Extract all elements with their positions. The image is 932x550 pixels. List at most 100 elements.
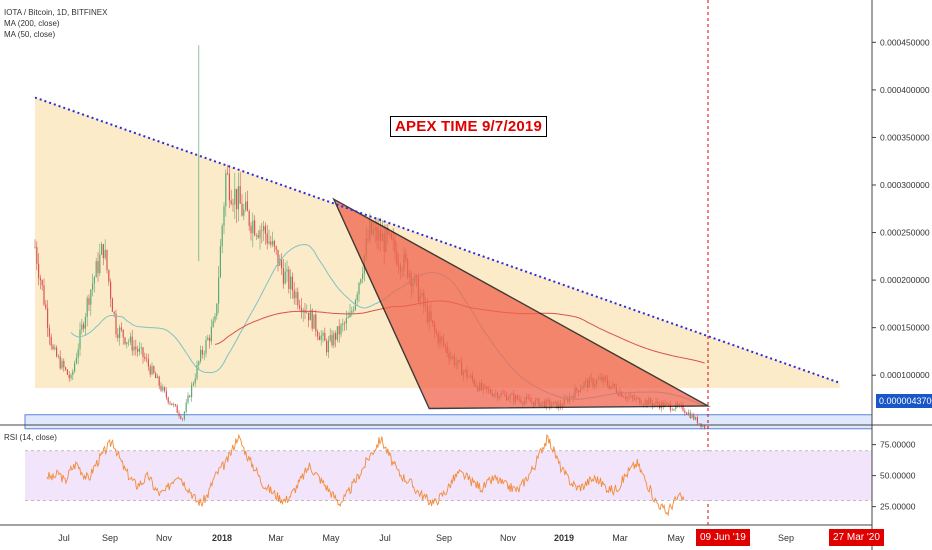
time-tick-label: May — [667, 533, 685, 543]
candle — [230, 189, 232, 206]
candle — [255, 232, 257, 241]
candle — [48, 324, 50, 345]
candle-body — [72, 371, 74, 376]
candle — [66, 369, 68, 376]
candle-body — [173, 404, 175, 406]
candle — [324, 327, 326, 341]
candle-body — [142, 347, 144, 357]
candle-body — [180, 415, 182, 419]
candle-body — [203, 353, 205, 355]
candle — [299, 299, 301, 311]
candle — [248, 209, 250, 231]
candle-body — [275, 246, 277, 250]
candle-body — [210, 326, 212, 342]
candle-body — [263, 226, 265, 231]
candle — [270, 235, 272, 248]
candle-body — [327, 340, 329, 353]
candle-body — [205, 340, 207, 354]
candle-body — [128, 341, 130, 343]
candle — [245, 192, 247, 212]
candle — [45, 299, 47, 311]
candle — [63, 358, 65, 372]
time-tick-label: Sep — [778, 533, 794, 543]
candle — [218, 265, 220, 314]
candle-body — [250, 225, 252, 234]
candle — [149, 364, 151, 378]
candle — [288, 266, 290, 294]
candle — [113, 310, 115, 318]
candle — [189, 394, 191, 398]
rsi-tick-label: 25.00000 — [880, 502, 916, 512]
candle-body — [266, 233, 268, 244]
candle — [104, 239, 106, 260]
candle-body — [88, 298, 90, 305]
candle-body — [137, 349, 139, 352]
candle-body — [273, 240, 275, 247]
candle — [178, 410, 180, 419]
candle — [268, 229, 270, 245]
candle-body — [255, 235, 257, 236]
candle-body — [36, 247, 38, 264]
time-tick-label: Sep — [102, 533, 118, 543]
main-price-pane — [24, 0, 873, 528]
candle-body — [261, 230, 263, 231]
candle — [318, 332, 320, 341]
candle-body — [277, 249, 279, 266]
ma200-legend: MA (200, close) — [4, 19, 60, 28]
candle — [169, 400, 171, 406]
candle — [192, 381, 194, 387]
candle-body — [165, 391, 167, 398]
candle-body — [311, 309, 313, 329]
candle — [693, 412, 695, 421]
candle — [182, 417, 184, 422]
candle-body — [243, 209, 245, 216]
candle — [56, 345, 58, 358]
candle — [81, 318, 83, 335]
candle — [207, 334, 209, 341]
candle — [36, 241, 38, 271]
candle — [234, 172, 236, 219]
candle — [326, 338, 328, 356]
candle — [196, 360, 198, 381]
candle-body — [308, 312, 310, 321]
candle-body — [110, 281, 112, 299]
candle-body — [201, 349, 203, 355]
candle — [362, 266, 364, 284]
candle-body — [185, 402, 187, 412]
candle-body — [322, 332, 324, 336]
candle-body — [689, 412, 691, 418]
candle — [176, 404, 178, 413]
candle — [52, 343, 54, 351]
candle-body — [189, 395, 191, 398]
candle — [227, 164, 229, 176]
candle-body — [284, 271, 286, 284]
time-tick-label: Sep — [436, 533, 452, 543]
rsi-tick-label: 50.00000 — [880, 471, 916, 481]
candle-body — [268, 241, 270, 244]
candle-body — [317, 331, 319, 337]
candle — [309, 303, 311, 321]
candle-body — [362, 273, 364, 280]
candle — [47, 299, 49, 337]
candle-body — [183, 411, 185, 419]
candle-body — [691, 414, 693, 418]
candle-body — [97, 261, 99, 274]
candle-body — [324, 332, 326, 341]
candle — [180, 414, 182, 420]
candle — [331, 329, 333, 348]
candle — [140, 343, 142, 355]
candle-body — [227, 173, 229, 174]
candle-body — [158, 376, 160, 386]
candle — [338, 319, 340, 343]
candle — [264, 222, 266, 245]
candle-body — [133, 346, 135, 351]
candle-body — [144, 356, 146, 359]
candle-body — [39, 277, 41, 281]
candle — [329, 328, 331, 343]
candle — [129, 332, 131, 346]
candle — [252, 212, 254, 248]
candle-body — [236, 188, 238, 210]
candle-body — [232, 203, 234, 205]
candle-body — [299, 305, 301, 308]
candle — [333, 330, 335, 349]
